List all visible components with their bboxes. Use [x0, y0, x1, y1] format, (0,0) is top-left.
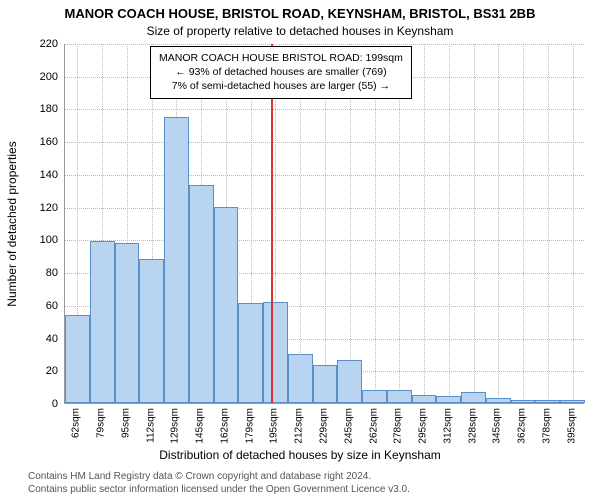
y-axis-label: Number of detached properties — [5, 141, 19, 306]
ytick-label: 40 — [24, 333, 58, 345]
ytick-label: 0 — [24, 398, 58, 410]
annotation-line1: MANOR COACH HOUSE BRISTOL ROAD: 199sqm — [159, 51, 403, 65]
xtick-label: 129sqm — [170, 408, 181, 444]
annotation-box: MANOR COACH HOUSE BRISTOL ROAD: 199sqm ←… — [150, 46, 412, 99]
annotation-line2: ← 93% of detached houses are smaller (76… — [159, 65, 403, 79]
xtick-label: 328sqm — [467, 408, 478, 444]
xtick-label: 395sqm — [566, 408, 577, 444]
ytick-label: 220 — [24, 38, 58, 50]
histogram-bar — [189, 185, 214, 403]
ytick-label: 80 — [24, 267, 58, 279]
histogram-bar — [535, 400, 560, 403]
xtick-label: 229sqm — [319, 408, 330, 444]
histogram-bar — [164, 117, 189, 403]
ytick-label: 20 — [24, 365, 58, 377]
xtick-label: 362sqm — [517, 408, 528, 444]
footer-text: Contains HM Land Registry data © Crown c… — [28, 470, 590, 496]
footer-line2: Contains public sector information licen… — [28, 483, 590, 496]
histogram-bar — [461, 392, 486, 403]
xtick-label: 212sqm — [294, 408, 305, 444]
gridline-v — [449, 44, 450, 403]
ytick-label: 160 — [24, 136, 58, 148]
histogram-bar — [412, 395, 437, 403]
xtick-label: 195sqm — [269, 408, 280, 444]
histogram-bar — [486, 398, 511, 403]
gridline-v — [523, 44, 524, 403]
page-subtitle: Size of property relative to detached ho… — [0, 24, 600, 38]
xtick-label: 62sqm — [71, 408, 82, 438]
xtick-label: 345sqm — [492, 408, 503, 444]
footer-line1: Contains HM Land Registry data © Crown c… — [28, 470, 590, 483]
x-axis-label: Distribution of detached houses by size … — [0, 448, 600, 462]
histogram-bar — [362, 390, 387, 403]
histogram-bar — [337, 360, 362, 403]
histogram-bar — [436, 396, 461, 403]
xtick-label: 179sqm — [244, 408, 255, 444]
gridline-v — [498, 44, 499, 403]
xtick-label: 95sqm — [120, 408, 131, 438]
histogram-bar — [387, 390, 412, 403]
xtick-label: 295sqm — [418, 408, 429, 444]
ytick-label: 180 — [24, 103, 58, 115]
ytick-label: 120 — [24, 202, 58, 214]
annotation-line3: 7% of semi-detached houses are larger (5… — [159, 79, 403, 93]
xtick-label: 312sqm — [442, 408, 453, 444]
ytick-label: 200 — [24, 71, 58, 83]
xtick-label: 162sqm — [219, 408, 230, 444]
xtick-label: 262sqm — [368, 408, 379, 444]
xtick-label: 378sqm — [541, 408, 552, 444]
gridline-v — [474, 44, 475, 403]
histogram-bar — [238, 303, 263, 403]
histogram-bar — [214, 207, 239, 403]
ytick-label: 140 — [24, 169, 58, 181]
histogram-bar — [288, 354, 313, 403]
xtick-label: 278sqm — [393, 408, 404, 444]
ytick-label: 60 — [24, 300, 58, 312]
gridline-v — [424, 44, 425, 403]
histogram-bar — [65, 315, 90, 403]
gridline-v — [573, 44, 574, 403]
xtick-label: 245sqm — [343, 408, 354, 444]
histogram-bar — [313, 365, 338, 403]
histogram-bar — [511, 400, 536, 403]
xtick-label: 112sqm — [145, 408, 156, 443]
xtick-label: 145sqm — [195, 408, 206, 444]
gridline-v — [548, 44, 549, 403]
page-title: MANOR COACH HOUSE, BRISTOL ROAD, KEYNSHA… — [0, 6, 600, 21]
histogram-bar — [560, 400, 585, 403]
xtick-label: 79sqm — [96, 408, 107, 438]
histogram-bar — [90, 241, 115, 403]
ytick-label: 100 — [24, 234, 58, 246]
histogram-bar — [115, 243, 140, 403]
histogram-bar — [263, 302, 288, 403]
histogram-bar — [139, 259, 164, 403]
